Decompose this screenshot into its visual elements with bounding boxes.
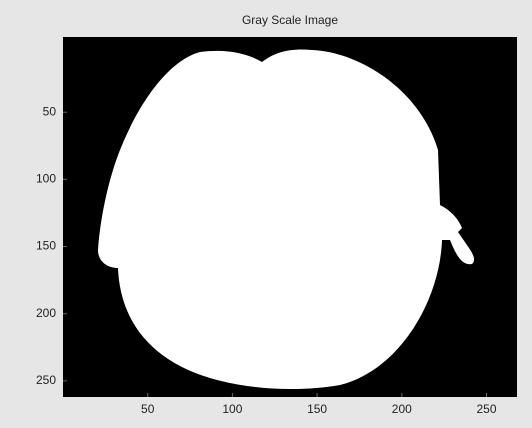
x-tick-label: 100 bbox=[222, 402, 242, 416]
y-tick-label: 200 bbox=[36, 306, 56, 320]
y-tick-label: 150 bbox=[36, 239, 56, 253]
x-tick-label: 50 bbox=[141, 402, 155, 416]
x-tick-label: 200 bbox=[392, 402, 412, 416]
x-tick-label: 150 bbox=[307, 402, 327, 416]
y-tick-label: 100 bbox=[36, 172, 56, 186]
y-tick-label: 250 bbox=[36, 373, 56, 387]
y-tick-label: 50 bbox=[43, 104, 57, 118]
figure: Gray Scale Image 50 100 150 200 250 50 100 150 2… bbox=[0, 0, 532, 428]
chart-title: Gray Scale Image bbox=[242, 13, 338, 27]
page: Gray Scale Image 50 100 150 200 250 50 100 150 2… bbox=[0, 0, 532, 428]
x-tick-label: 250 bbox=[476, 402, 496, 416]
